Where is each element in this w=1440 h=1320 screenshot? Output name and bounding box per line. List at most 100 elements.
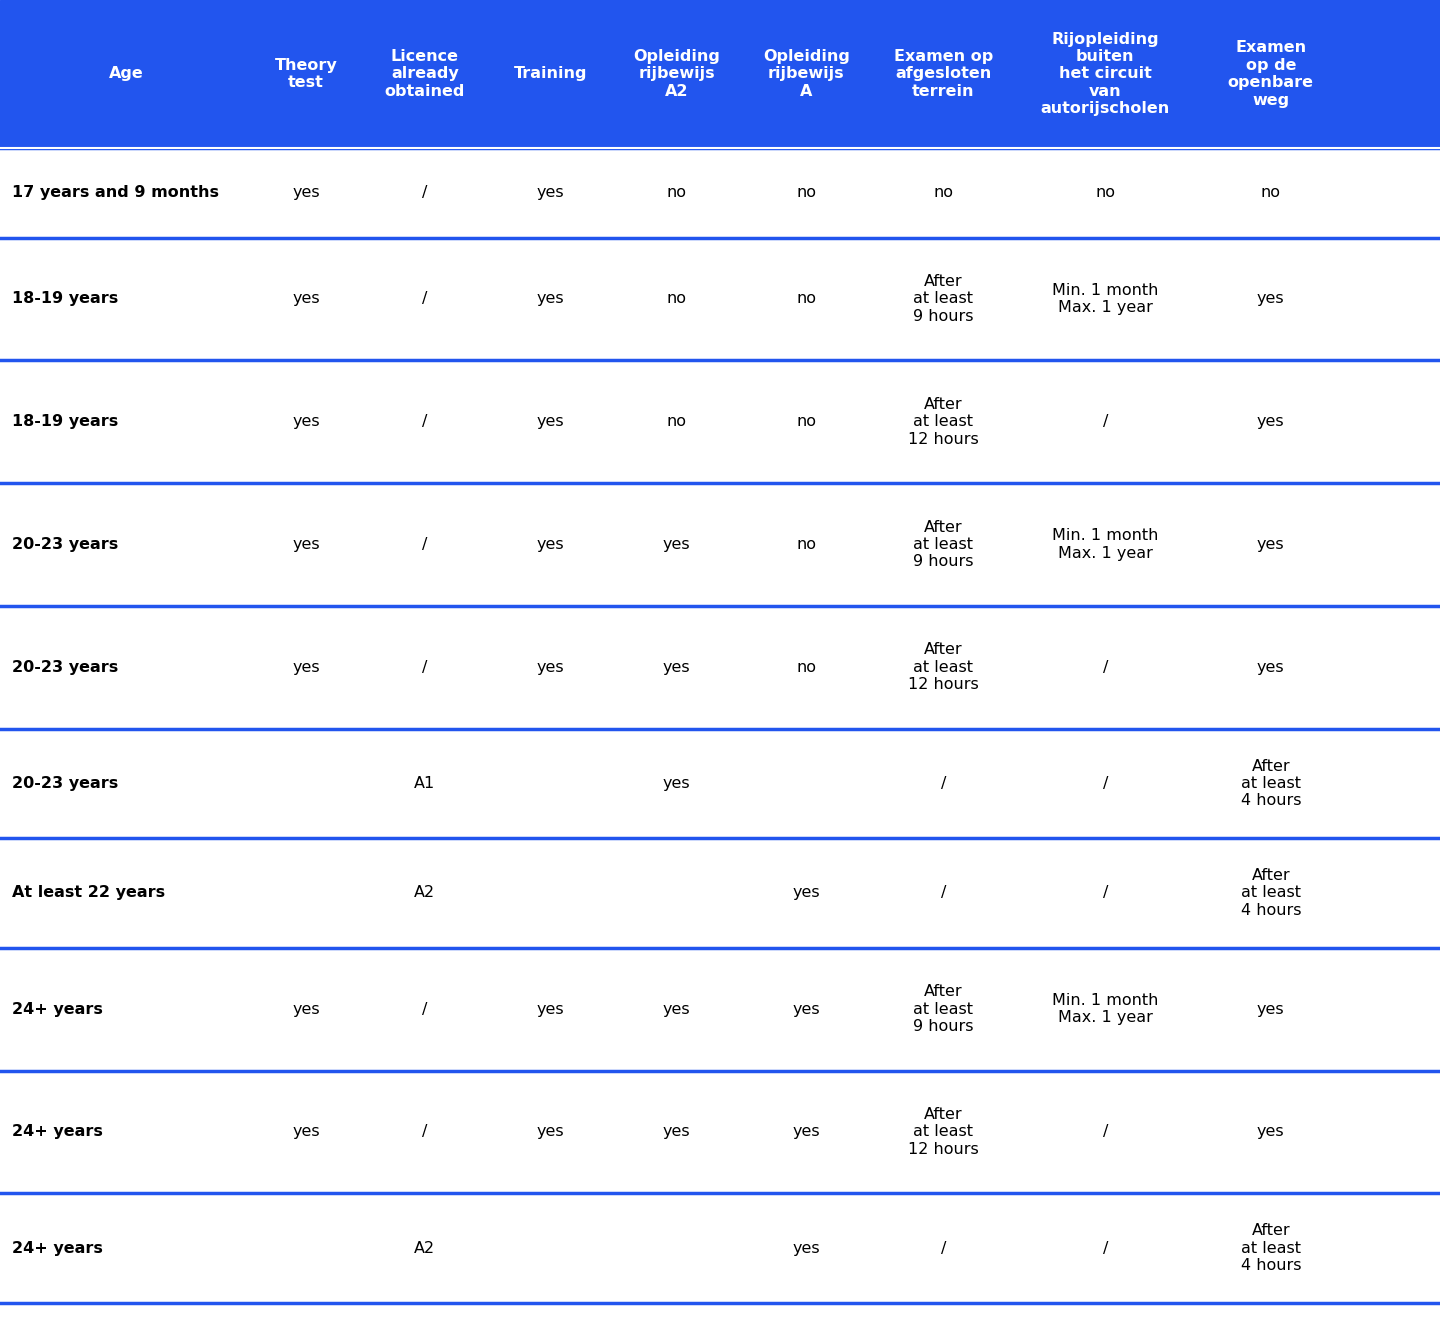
Text: After
at least
12 hours: After at least 12 hours	[907, 643, 979, 692]
Bar	[0, 0, 1440, 148]
Text: Min. 1 month
Max. 1 year: Min. 1 month Max. 1 year	[1053, 993, 1158, 1026]
Text: /: /	[1103, 1125, 1107, 1139]
Text: 24+ years: 24+ years	[12, 1241, 102, 1255]
Text: yes: yes	[292, 1125, 320, 1139]
Text: no: no	[667, 185, 687, 201]
Text: yes: yes	[292, 1002, 320, 1016]
Text: yes: yes	[662, 1002, 691, 1016]
Text: 20-23 years: 20-23 years	[12, 776, 118, 791]
Text: Opleiding
rijbewijs
A: Opleiding rijbewijs A	[763, 49, 850, 99]
Text: yes: yes	[1257, 292, 1284, 306]
Bar	[0, 729, 1440, 838]
Text: no: no	[796, 660, 816, 675]
Text: Examen op
afgesloten
terrein: Examen op afgesloten terrein	[894, 49, 992, 99]
Text: /: /	[940, 776, 946, 791]
Text: /: /	[1103, 1241, 1107, 1255]
Text: yes: yes	[662, 1125, 691, 1139]
Text: yes: yes	[1257, 537, 1284, 552]
Text: /: /	[1103, 414, 1107, 429]
Text: /: /	[422, 1125, 428, 1139]
Text: /: /	[1103, 660, 1107, 675]
Text: Min. 1 month
Max. 1 year: Min. 1 month Max. 1 year	[1053, 528, 1158, 561]
Text: After
at least
4 hours: After at least 4 hours	[1240, 869, 1302, 917]
Text: /: /	[940, 1241, 946, 1255]
Text: 24+ years: 24+ years	[12, 1002, 102, 1016]
Text: A1: A1	[415, 776, 435, 791]
Text: yes: yes	[292, 660, 320, 675]
Text: no: no	[933, 185, 953, 201]
Bar	[0, 606, 1440, 729]
Bar	[0, 1193, 1440, 1303]
Text: yes: yes	[537, 537, 564, 552]
Text: yes: yes	[292, 185, 320, 201]
Text: yes: yes	[1257, 1125, 1284, 1139]
Text: Age: Age	[108, 66, 144, 82]
Text: no: no	[796, 414, 816, 429]
Bar	[0, 148, 1440, 238]
Text: /: /	[422, 1002, 428, 1016]
Text: yes: yes	[662, 537, 691, 552]
Text: Theory
test: Theory test	[275, 58, 337, 90]
Text: no: no	[1261, 185, 1280, 201]
Text: Examen
op de
openbare
weg: Examen op de openbare weg	[1228, 41, 1313, 107]
Text: yes: yes	[792, 1125, 821, 1139]
Text: /: /	[1103, 886, 1107, 900]
Text: no: no	[796, 537, 816, 552]
Text: At least 22 years: At least 22 years	[12, 886, 164, 900]
Bar	[0, 838, 1440, 948]
Text: yes: yes	[662, 660, 691, 675]
Text: Opleiding
rijbewijs
A2: Opleiding rijbewijs A2	[634, 49, 720, 99]
Text: /: /	[422, 414, 428, 429]
Text: /: /	[1103, 776, 1107, 791]
Text: yes: yes	[537, 292, 564, 306]
Text: yes: yes	[537, 414, 564, 429]
Bar	[0, 948, 1440, 1071]
Text: 17 years and 9 months: 17 years and 9 months	[12, 185, 219, 201]
Text: yes: yes	[1257, 414, 1284, 429]
Text: yes: yes	[792, 886, 821, 900]
Text: yes: yes	[792, 1002, 821, 1016]
Text: yes: yes	[537, 660, 564, 675]
Text: /: /	[422, 660, 428, 675]
Text: yes: yes	[537, 185, 564, 201]
Text: no: no	[667, 414, 687, 429]
Text: 18-19 years: 18-19 years	[12, 414, 118, 429]
Text: After
at least
12 hours: After at least 12 hours	[907, 1107, 979, 1156]
Text: yes: yes	[537, 1002, 564, 1016]
Text: Training: Training	[514, 66, 588, 82]
Text: yes: yes	[537, 1125, 564, 1139]
Text: 20-23 years: 20-23 years	[12, 537, 118, 552]
Text: Rijopleiding
buiten
het circuit
van
autorijscholen: Rijopleiding buiten het circuit van auto…	[1041, 32, 1169, 116]
Text: no: no	[796, 185, 816, 201]
Text: A2: A2	[415, 1241, 435, 1255]
Text: 18-19 years: 18-19 years	[12, 292, 118, 306]
Text: yes: yes	[292, 537, 320, 552]
Text: After
at least
9 hours: After at least 9 hours	[913, 985, 973, 1034]
Text: After
at least
12 hours: After at least 12 hours	[907, 397, 979, 446]
Text: yes: yes	[1257, 660, 1284, 675]
Text: Min. 1 month
Max. 1 year: Min. 1 month Max. 1 year	[1053, 282, 1158, 315]
Text: yes: yes	[292, 414, 320, 429]
Text: 20-23 years: 20-23 years	[12, 660, 118, 675]
Bar	[0, 483, 1440, 606]
Text: yes: yes	[792, 1241, 821, 1255]
Text: Licence
already
obtained: Licence already obtained	[384, 49, 465, 99]
Text: After
at least
4 hours: After at least 4 hours	[1240, 759, 1302, 808]
Text: After
at least
4 hours: After at least 4 hours	[1240, 1224, 1302, 1272]
Text: /: /	[422, 292, 428, 306]
Text: /: /	[422, 185, 428, 201]
Text: 24+ years: 24+ years	[12, 1125, 102, 1139]
Text: /: /	[422, 537, 428, 552]
Text: no: no	[796, 292, 816, 306]
Bar	[0, 1071, 1440, 1193]
Text: yes: yes	[292, 292, 320, 306]
Text: A2: A2	[415, 886, 435, 900]
Text: After
at least
9 hours: After at least 9 hours	[913, 520, 973, 569]
Text: no: no	[667, 292, 687, 306]
Text: yes: yes	[1257, 1002, 1284, 1016]
Bar	[0, 238, 1440, 360]
Text: After
at least
9 hours: After at least 9 hours	[913, 275, 973, 323]
Text: /: /	[940, 886, 946, 900]
Bar	[0, 360, 1440, 483]
Text: yes: yes	[662, 776, 691, 791]
